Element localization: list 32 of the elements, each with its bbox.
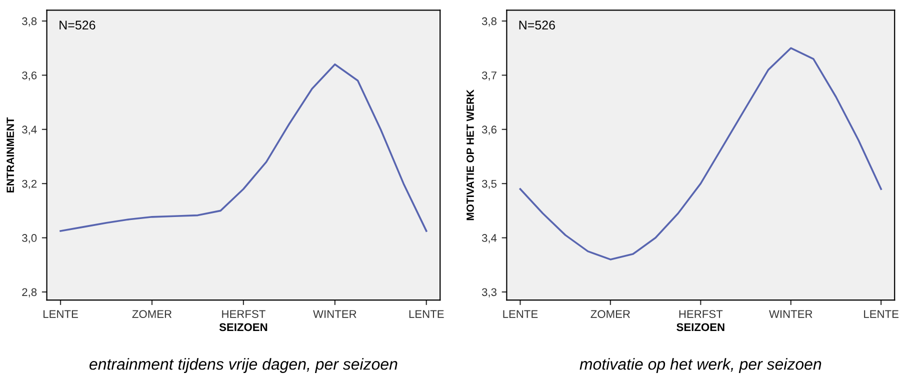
x-tick-label: LENTE — [409, 310, 444, 318]
x-tick-label: WINTER — [768, 310, 812, 318]
y-tick-label: 3,3 — [482, 288, 496, 298]
x-tick-label: HERFST — [222, 310, 266, 318]
y-tick-label: 3,8 — [22, 17, 37, 26]
y-tick-label: 3,0 — [22, 234, 37, 244]
y-tick-label: 3,2 — [22, 180, 37, 190]
text: motivatie op het werk, per seizoen — [580, 358, 822, 373]
x-tick-label: WINTER — [313, 310, 356, 318]
line-series — [519, 47, 882, 260]
annotation: N=526 — [519, 20, 555, 30]
y-axis-title: MOTIVATIE OP HET WERK — [466, 90, 474, 220]
y-axis-title: ENTRAINMENT — [6, 117, 14, 192]
line-series — [60, 63, 428, 232]
y-tick-label: 3,6 — [482, 126, 496, 135]
y-tick-label: 3,6 — [22, 71, 37, 81]
x-tick-label: ZOMER — [132, 310, 172, 318]
x-axis-title: SEIZOEN — [676, 323, 724, 332]
x-tick-label: LENTE — [44, 310, 78, 318]
y-tick-label: 3,7 — [482, 71, 496, 81]
text: entrainment tijdens vrije dagen, per seizoen — [90, 358, 398, 373]
y-tick-label: 3,5 — [482, 180, 497, 190]
x-tick-label: ZOMER — [590, 310, 630, 318]
y-tick-label: 2,8 — [22, 288, 37, 298]
x-tick-label: LENTE — [503, 310, 538, 318]
x-tick-label: HERFST — [679, 310, 723, 318]
x-tick-label: LENTE — [864, 310, 898, 318]
x-axis-title: SEIZOEN — [219, 323, 268, 332]
annotation: N=526 — [60, 20, 96, 30]
y-tick-label: 3,4 — [22, 126, 37, 135]
y-tick-label: 3,8 — [482, 17, 496, 26]
y-tick-label: 3,4 — [482, 234, 497, 244]
